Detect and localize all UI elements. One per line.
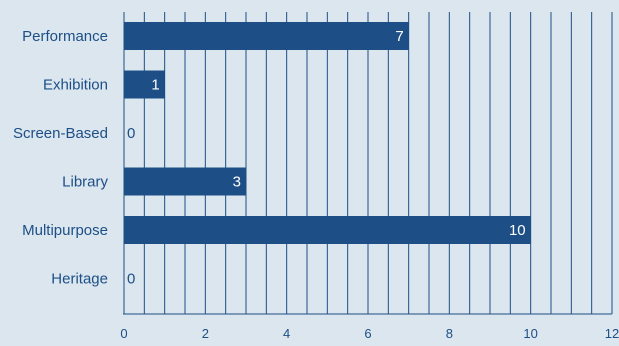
x-tick-label: 6 xyxy=(364,326,371,341)
bar xyxy=(124,22,409,50)
bar xyxy=(124,167,246,196)
bar xyxy=(124,70,165,99)
grid-lines xyxy=(123,12,613,314)
x-tick-label: 0 xyxy=(120,326,127,341)
x-tick-label: 8 xyxy=(446,326,453,341)
category-label: Exhibition xyxy=(43,77,108,94)
bar xyxy=(124,216,531,244)
x-tick-label: 2 xyxy=(202,326,209,341)
x-tick-label: 4 xyxy=(283,326,290,341)
axes: 0 2 4 6 8 10 12 xyxy=(120,313,619,341)
category-label: Screen-Based xyxy=(13,125,108,142)
category-label: Library xyxy=(62,174,108,191)
x-tick-label: 10 xyxy=(523,326,537,341)
data-label: 0 xyxy=(127,271,135,288)
data-label: 3 xyxy=(233,174,241,191)
category-label: Multipurpose xyxy=(22,222,108,239)
data-label: 1 xyxy=(151,77,159,94)
category-label: Heritage xyxy=(51,271,108,288)
x-tick-label: 12 xyxy=(605,326,619,341)
bars xyxy=(124,22,531,244)
category-label: Performance xyxy=(22,28,108,45)
data-label: 10 xyxy=(509,222,526,239)
data-label: 0 xyxy=(127,125,135,142)
data-label: 7 xyxy=(395,28,403,45)
labels: Performance 7 Exhibition 1 Screen-Based 0 Libr… xyxy=(13,28,526,288)
